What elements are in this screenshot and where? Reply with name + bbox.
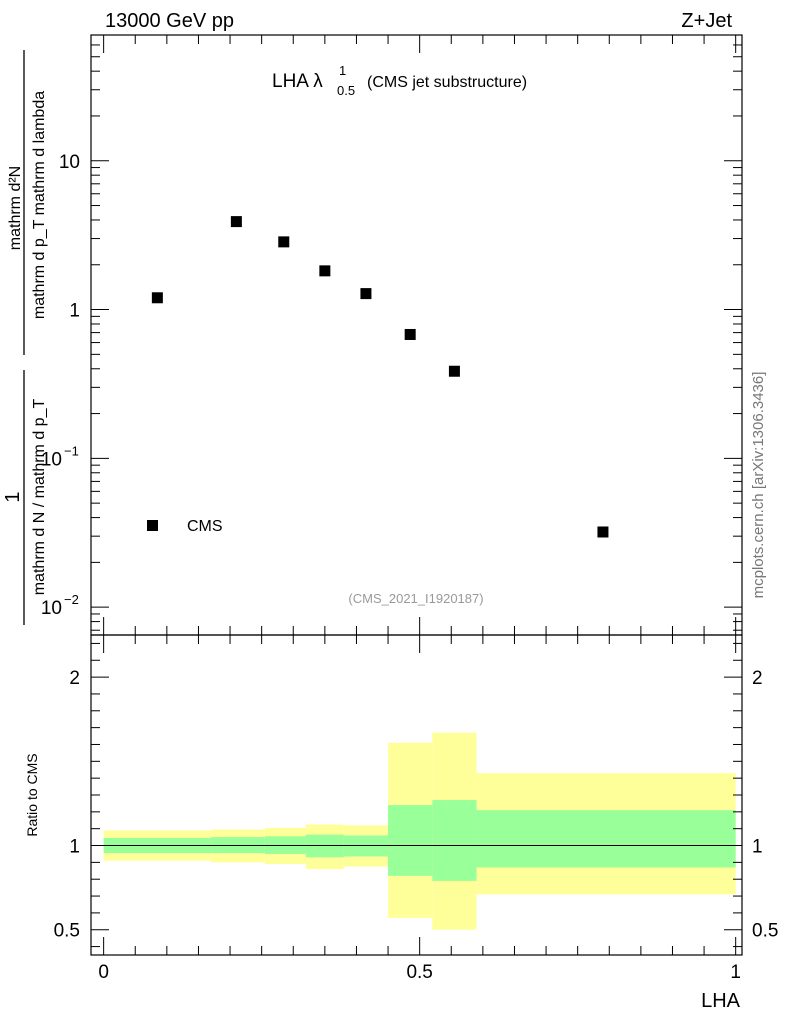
process-label: Z+Jet <box>681 10 732 32</box>
data-point <box>319 265 331 277</box>
main-panel-frame <box>90 34 743 636</box>
ylabel-denominator: mathrm d N / mathrm d p_T <box>31 399 48 596</box>
ratio-y-axis-label: Ratio to CMS <box>24 753 40 836</box>
title-subscript: 0.5 <box>337 83 355 98</box>
energy-label: 13000 GeV pp <box>105 10 234 32</box>
title-superscript: 1 <box>339 63 346 78</box>
ratio-x-tick-label: 1 <box>730 962 741 983</box>
ratio-bands <box>103 732 736 930</box>
ylabel-denominator-2: mathrm d p_T mathrm d lambda <box>31 91 48 319</box>
ylabel-numerator: 1 <box>2 491 24 502</box>
main-y-axis-label: 1 mathrm d N / mathrm d p_T mathrm d²N m… <box>2 50 48 625</box>
svg-text:−2: −2 <box>64 592 79 607</box>
data-point <box>360 288 372 300</box>
data-point <box>230 216 242 228</box>
ratio-axis-ticks <box>91 635 742 955</box>
main-axis-ticks <box>91 34 742 635</box>
analysis-id: (CMS_2021_I1920187) <box>348 591 483 606</box>
data-point <box>597 526 609 538</box>
title-suffix: (CMS jet substructure) <box>367 74 527 91</box>
data-point <box>448 365 460 377</box>
ratio-band-inner <box>388 805 433 876</box>
ratio-x-tick-labels: 0 0.5 1 <box>98 962 741 983</box>
plot-title: LHA λ 1 0.5 (CMS jet substructure) <box>272 63 527 98</box>
ratio-x-tick-label: 0.5 <box>406 962 432 983</box>
legend-label-cms: CMS <box>187 518 223 535</box>
data-point <box>278 236 290 248</box>
legend-marker-cms <box>147 520 158 531</box>
title-main: LHA λ <box>272 71 323 92</box>
legend: CMS <box>147 518 223 535</box>
ratio-y-tick-label-right: 0.5 <box>752 921 778 942</box>
x-axis-label: LHA <box>701 990 741 1012</box>
svg-text:−1: −1 <box>64 443 79 458</box>
ratio-band-inner <box>476 810 736 868</box>
ratio-y-tick-label-right: 2 <box>752 668 763 689</box>
data-point <box>404 328 416 340</box>
ratio-y-tick-label-left: 2 <box>69 668 80 689</box>
cms-data-points <box>151 216 609 538</box>
data-point <box>151 292 163 304</box>
svg-text:10: 10 <box>41 449 62 470</box>
svg-text:10: 10 <box>59 152 80 173</box>
ratio-y-tick-labels: 0.5 0.5 1 1 2 2 <box>54 668 779 942</box>
ylabel-numerator-2: mathrm d²N <box>7 166 24 250</box>
main-y-tick-label: 10 <box>59 152 80 173</box>
main-y-tick-label: 10 −2 <box>41 592 79 619</box>
main-y-tick-label: 10 −1 <box>41 443 79 470</box>
main-y-tick-label: 1 <box>69 301 80 322</box>
ratio-x-tick-label: 0 <box>98 962 109 983</box>
ratio-y-tick-label-left: 1 <box>69 837 80 858</box>
svg-text:1: 1 <box>69 301 80 322</box>
ratio-band-inner <box>432 800 477 881</box>
svg-text:10: 10 <box>41 598 62 619</box>
side-credit: mcplots.cern.ch [arXiv:1306.3436] <box>750 372 767 599</box>
ratio-y-tick-label-right: 1 <box>752 837 763 858</box>
ratio-y-tick-label-left: 0.5 <box>54 921 80 942</box>
